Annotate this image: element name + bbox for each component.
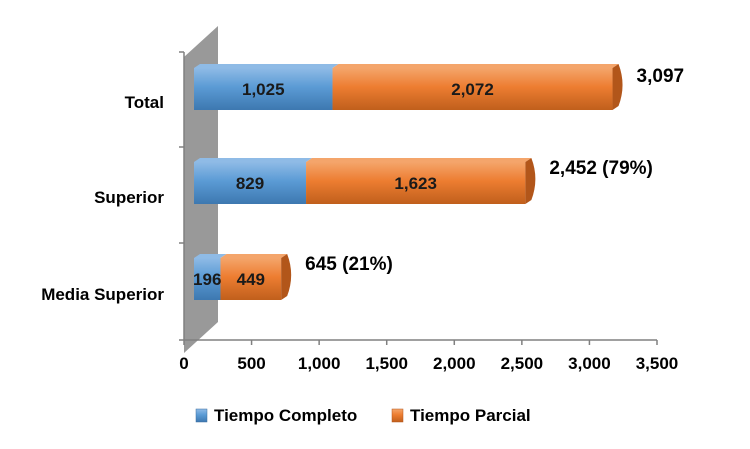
x-tick-label-3500: 3,500 xyxy=(636,354,679,373)
x-tick-label-0: 0 xyxy=(179,354,188,373)
data-label-tiempo-parcial-total: 2,072 xyxy=(451,80,494,99)
data-label-tiempo-parcial-media-superior: 449 xyxy=(237,270,265,289)
total-label-media-superior: 645 (21%) xyxy=(305,254,393,275)
bar-cap-total xyxy=(612,64,623,110)
bar-top-tiempo-completo-media-superior xyxy=(194,254,227,258)
bar-tiempo-parcial-superior xyxy=(306,162,526,204)
category-label-superior: Superior xyxy=(94,188,164,207)
bar-top-tiempo-parcial-superior xyxy=(306,158,532,162)
legend-label-tiempo-parcial: Tiempo Parcial xyxy=(410,406,531,425)
legend-label-tiempo-completo: Tiempo Completo xyxy=(214,406,357,425)
legend-swatch-tiempo-parcial xyxy=(391,408,404,423)
bar-top-tiempo-parcial-media-superior xyxy=(220,254,288,258)
bar-tiempo-parcial-media-superior xyxy=(220,258,282,300)
bar-tiempo-parcial-total xyxy=(332,68,613,110)
data-labels: 1,025 2,072 3,097 829 1,623 2,452 (79%) 196 449… xyxy=(193,66,684,289)
bar-cap-superior xyxy=(525,158,536,204)
bar-top-tiempo-completo-superior xyxy=(194,158,313,162)
category-label-total: Total xyxy=(125,93,164,112)
x-tick-label-2500: 2,500 xyxy=(501,354,544,373)
bar-tiempo-completo-total xyxy=(194,68,333,110)
bar-tiempo-completo-media-superior xyxy=(194,258,221,300)
x-tick-label-2000: 2,000 xyxy=(433,354,476,373)
total-label-superior: 2,452 (79%) xyxy=(549,158,653,179)
legend: Tiempo Completo Tiempo Parcial xyxy=(195,406,531,425)
x-tick-label-500: 500 xyxy=(237,354,265,373)
x-tick-label-1500: 1,500 xyxy=(365,354,408,373)
x-tick-label-3000: 3,000 xyxy=(568,354,611,373)
data-label-tiempo-completo-media-superior: 196 xyxy=(193,270,221,289)
legend-swatch-tiempo-completo xyxy=(195,408,208,423)
bar-tiempo-completo-superior xyxy=(194,162,307,204)
data-label-tiempo-completo-total: 1,025 xyxy=(242,80,285,99)
bar-top-tiempo-completo-total xyxy=(194,64,339,68)
data-label-tiempo-parcial-superior: 1,623 xyxy=(394,174,437,193)
x-tick-label-1000: 1,000 xyxy=(298,354,341,373)
axes: 0 500 1,000 1,500 2,000 2,500 3,000 3,500 Total S… xyxy=(41,51,679,373)
bar-cap-media-superior xyxy=(281,254,292,300)
total-label-total: 3,097 xyxy=(637,66,685,87)
category-label-media-superior: Media Superior xyxy=(41,285,164,304)
data-label-tiempo-completo-superior: 829 xyxy=(236,174,264,193)
bar-top-tiempo-parcial-total xyxy=(332,64,619,68)
bars xyxy=(194,64,623,300)
